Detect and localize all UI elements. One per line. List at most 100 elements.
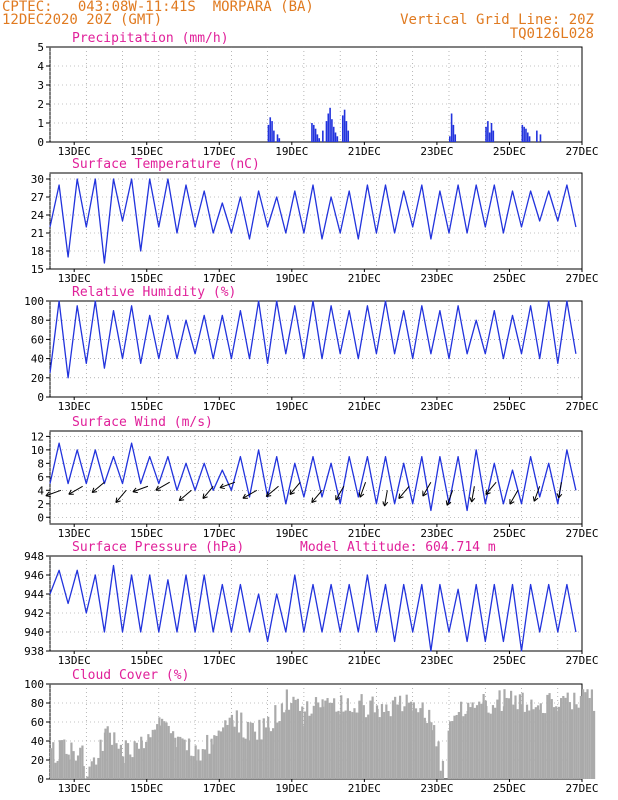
cloud-column [564,697,567,779]
x-tick-label: 27DEC [565,527,598,540]
cloud-column [425,723,429,779]
cloud-column [235,710,238,779]
cloud-column [174,737,177,779]
y-tick-label: 18 [31,245,44,258]
cloud-column [421,702,424,779]
y-tick-label: 21 [31,227,44,240]
cloud-column [373,712,376,779]
wind-arrow [558,482,562,499]
y-tick-label: 100 [24,678,44,691]
precip-bar [311,123,313,142]
cloud-column [50,748,53,779]
wind-arrow-head [115,497,121,504]
x-tick-label: 15DEC [130,272,163,285]
cloud-column [348,710,352,779]
cloud-column [577,707,580,779]
cloud-column [507,698,510,779]
panel-frame-3 [49,430,583,525]
cloud-column [314,697,318,779]
x-tick-label: 15DEC [130,145,163,158]
y-tick-label: 60 [31,716,44,729]
cloud-column [330,702,334,779]
x-tick-label: 21DEC [348,654,381,667]
cloud-column [233,726,236,779]
wind-arrow-head [398,493,404,499]
cloud-column [258,719,261,779]
wind-arrow-head [485,489,491,495]
cloud-column [86,776,89,779]
y-tick-label: 948 [24,550,44,563]
cloud-column [459,701,463,779]
cloud-column [169,733,173,779]
cloud-column [485,705,488,779]
precip-bar [331,119,333,142]
wind-arrow [219,481,236,489]
cloud-column [430,730,434,779]
y-tick-label: 4 [37,484,44,497]
wind-arrow [398,485,410,499]
cloud-column [151,729,154,779]
precip-bar [276,134,279,142]
cloud-column [308,715,311,779]
wind-arrow-head [132,487,138,494]
wind-arrow [311,489,323,503]
cloud-column [149,737,152,779]
cloud-column [294,699,297,779]
x-tick-label: 25DEC [493,527,526,540]
precip-bar [485,126,487,142]
y-tick-label: 0 [37,773,44,786]
wind-arrow [384,490,388,507]
precip-bar [488,132,491,142]
precip-bar [487,121,489,142]
cloud-column [500,710,503,779]
x-tick-label: 13DEC [58,782,91,795]
x-tick-label: 15DEC [130,400,163,413]
y-tick-label: 2 [37,98,44,111]
cloud-column [475,705,479,779]
cloud-column [68,759,71,779]
wind-arrow-head [45,491,51,498]
cloud-column [292,696,295,779]
cloud-column [165,722,168,779]
x-tick-label: 13DEC [58,400,91,413]
cloud-column [97,757,100,779]
panel-annotation: Model Altitude: 604.714 m [300,540,496,555]
y-tick-label: 30 [31,173,44,186]
cloud-column [283,712,286,779]
cloud-column [389,716,392,779]
cloud-column [489,713,492,779]
cloud-column [571,709,574,779]
wind-arrow [471,486,475,503]
y-tick-label: 10 [31,444,44,457]
cloud-column [435,746,438,779]
x-tick-label: 23DEC [420,654,453,667]
cloud-column [405,694,408,779]
cloud-column [172,731,175,779]
series-line [49,564,577,652]
precip-bar [452,124,455,142]
precip-bar [448,136,451,142]
wind-arrow [533,486,541,502]
cloud-column [448,721,452,779]
cloud-column [242,737,245,779]
model-id-label: TQ0126L028 [509,26,594,42]
series-line [49,442,577,512]
cloud-column [129,754,132,779]
precip-bar [271,121,273,142]
panel-title: Surface Pressure (hPa) [72,540,244,555]
cloud-column [482,694,485,779]
cloud-column [99,739,102,779]
cloud-column [185,750,188,779]
panel-title: Surface Temperature (nC) [72,157,260,172]
y-tick-label: 6 [37,471,44,484]
precip-bar [334,132,337,142]
cloud-column [441,760,445,779]
cloud-column [187,738,191,779]
cloud-column [478,701,481,779]
x-tick-label: 13DEC [58,654,91,667]
cloud-column [301,706,304,779]
y-tick-label: 12 [31,430,44,443]
cloud-column [179,736,182,779]
cloud-column [423,717,426,779]
y-tick-label: 27 [31,191,44,204]
